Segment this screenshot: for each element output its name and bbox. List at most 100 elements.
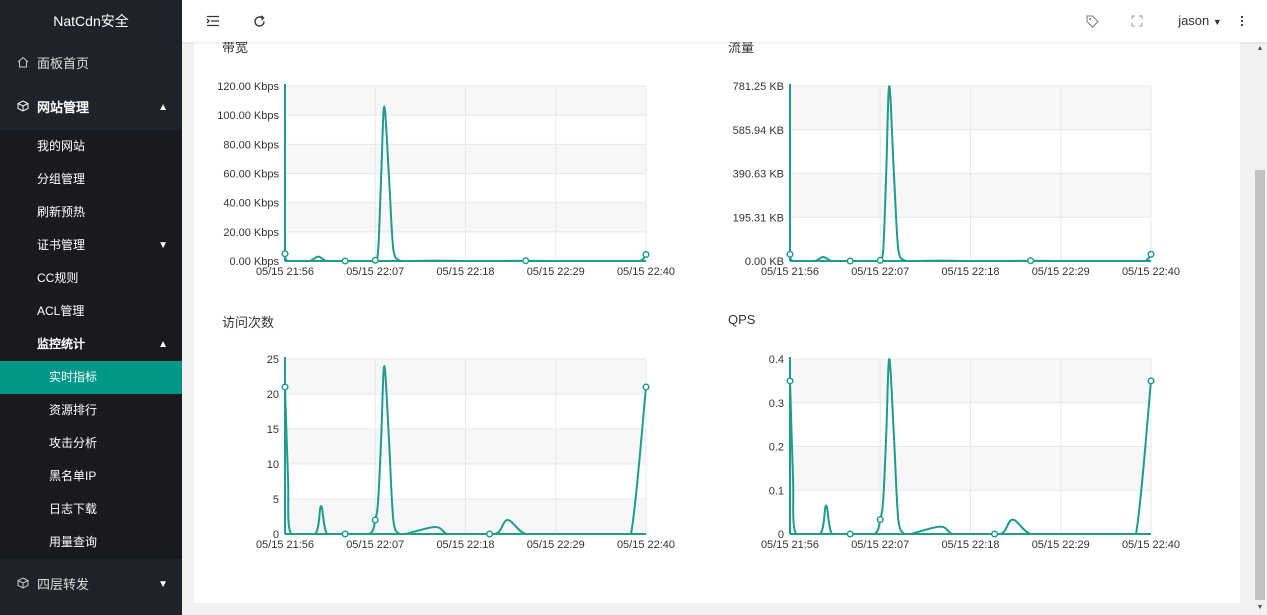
x-tick-label: 05/15 21:56 [256,266,314,278]
y-tick-label: 0 [778,529,784,541]
chart-title-bandwidth: 带宽 [222,42,249,55]
more-vertical-icon[interactable] [1234,0,1250,42]
x-tick-label: 05/15 22:07 [346,266,404,278]
chart-title-qps: QPS [728,312,756,327]
sidebar: NatCdn安全 面板首页 网站管理 ▲ 我的网站 分组管理 刷新预热 证书管理… [0,0,182,615]
y-tick-label: 781.25 KB [733,81,784,93]
y-tick-label: 585.94 KB [733,125,784,137]
username: jason [1178,13,1210,28]
series-point [281,383,289,391]
sidebar-item-site-management[interactable]: 网站管理 ▲ [0,86,182,130]
series-point [846,257,854,265]
series-point [876,516,884,524]
y-tick-label: 0.00 KB [745,256,784,268]
scroll-up-arrow-icon[interactable]: ▲ [1256,45,1264,52]
y-tick-label: 120.00 Kbps [217,81,279,93]
bandwidth-chart: 0.00 Kbps 20.00 Kbps 40.00 Kbps 60.00 Kbps 8… [217,81,675,278]
chart-title-traffic: 流量 [728,42,755,55]
series-point [281,250,289,258]
y-tick-label: 60.00 Kbps [223,169,279,181]
sidebar-item-dashboard[interactable]: 面板首页 [0,42,182,86]
y-tick-label: 390.63 KB [733,169,784,181]
x-tick-label: 05/15 22:40 [1122,266,1180,278]
top-header: jason ▼ [182,0,1267,42]
sidebar-item-label: 监控统计 [37,337,86,351]
caret-down-icon: ▼ [158,240,168,251]
sidebar-item-realtime-metrics[interactable]: 实时指标 [0,361,182,394]
y-tick-label: 0.00 Kbps [229,256,279,268]
series-point [522,257,530,265]
sidebar-item-label: 四层转发 [37,577,90,592]
y-tick-label: 40.00 Kbps [223,198,279,210]
sidebar-item-my-sites[interactable]: 我的网站 [37,139,86,153]
x-tick-label: 05/15 22:40 [617,266,675,278]
sidebar-item-acl[interactable]: ACL管理 [37,304,85,318]
scroll-down-arrow-icon[interactable]: ▼ [1256,604,1264,611]
y-tick-label: 0 [273,529,279,541]
user-menu[interactable]: jason ▼ [1176,0,1224,42]
y-tick-label: 25 [267,354,279,366]
series-point [1027,257,1035,265]
series-point [371,516,379,524]
home-icon [17,42,31,86]
sidebar-item-l4-forwarding[interactable]: 四层转发 ▼ [0,563,182,607]
series-point [786,250,794,258]
series-point [486,530,494,538]
y-tick-label: 0.1 [769,485,784,497]
menu-collapse-icon[interactable] [202,0,224,42]
tag-icon[interactable] [1082,0,1102,42]
caret-down-icon: ▼ [1212,17,1222,27]
y-tick-label: 0.3 [769,398,784,410]
sidebar-item-attack-analysis[interactable]: 攻击分析 [49,436,98,450]
chart-title-visits: 访问次数 [222,315,275,330]
y-tick-label: 20 [267,389,279,401]
caret-down-icon: ▼ [158,579,168,590]
sidebar-item-group-management[interactable]: 分组管理 [37,172,86,186]
x-tick-label: 05/15 22:18 [941,539,999,551]
visits-chart: 0 5 10 15 20 25 05/15 21:56 05/15 22:07 05/15 22… [256,354,675,551]
series-line [284,105,647,263]
y-tick-label: 20.00 Kbps [223,227,279,239]
app-logo-title: NatCdn安全 [53,13,129,29]
series-line [789,357,1152,535]
series-point [341,530,349,538]
sidebar-item-resource-ranking[interactable]: 资源排行 [49,403,98,417]
x-tick-label: 05/15 22:29 [527,539,585,551]
sidebar-item-refresh-preheat[interactable]: 刷新预热 [37,205,86,219]
sidebar-item-blacklist-ip[interactable]: 黑名单IP [49,469,97,483]
x-tick-label: 05/15 22:40 [617,539,675,551]
sidebar-item-label: 证书管理 [37,238,86,252]
traffic-chart: 0.00 KB 195.31 KB 390.63 KB 585.94 KB 781.25… [733,81,1180,278]
y-tick-label: 80.00 Kbps [223,139,279,151]
series-point [341,257,349,265]
sidebar-item-log-download[interactable]: 日志下载 [49,502,98,516]
x-tick-label: 05/15 22:29 [1032,539,1090,551]
y-tick-label: 5 [273,494,279,506]
y-tick-label: 0.2 [769,442,784,454]
x-tick-label: 05/15 21:56 [761,266,819,278]
x-tick-label: 05/15 22:07 [851,539,909,551]
scrollbar-thumb[interactable] [1255,170,1265,600]
sidebar-submenu-site-management: 我的网站 分组管理 刷新预热 证书管理 ▼ CC规则 ACL管理 监控统计 ▲ … [0,130,182,559]
sidebar-item-label: 面板首页 [37,56,90,71]
x-tick-label: 05/15 22:07 [851,266,909,278]
series-point [642,383,650,391]
x-tick-label: 05/15 22:29 [1032,266,1090,278]
series-line [789,84,1152,263]
sidebar-item-cc-rules[interactable]: CC规则 [37,271,79,285]
y-tick-label: 15 [267,424,279,436]
series-point [371,256,379,264]
fullscreen-icon[interactable] [1127,0,1147,42]
series-point [1147,250,1155,258]
series-point [1147,377,1155,385]
caret-up-icon: ▲ [158,102,168,113]
sidebar-item-certificates[interactable]: 证书管理 ▼ [0,229,182,262]
y-tick-label: 0.4 [769,354,784,366]
page-scrollbar[interactable]: ▲ ▼ [1253,42,1267,615]
x-tick-label: 05/15 21:56 [761,539,819,551]
x-tick-label: 05/15 22:18 [436,539,494,551]
qps-chart: 0 0.1 0.2 0.3 0.4 05/15 21:56 05/15 22:07 05/15… [761,354,1180,551]
sidebar-item-monitoring[interactable]: 监控统计 ▲ [0,328,182,361]
sidebar-item-usage-query[interactable]: 用量查询 [49,535,98,549]
refresh-icon[interactable] [248,0,270,42]
